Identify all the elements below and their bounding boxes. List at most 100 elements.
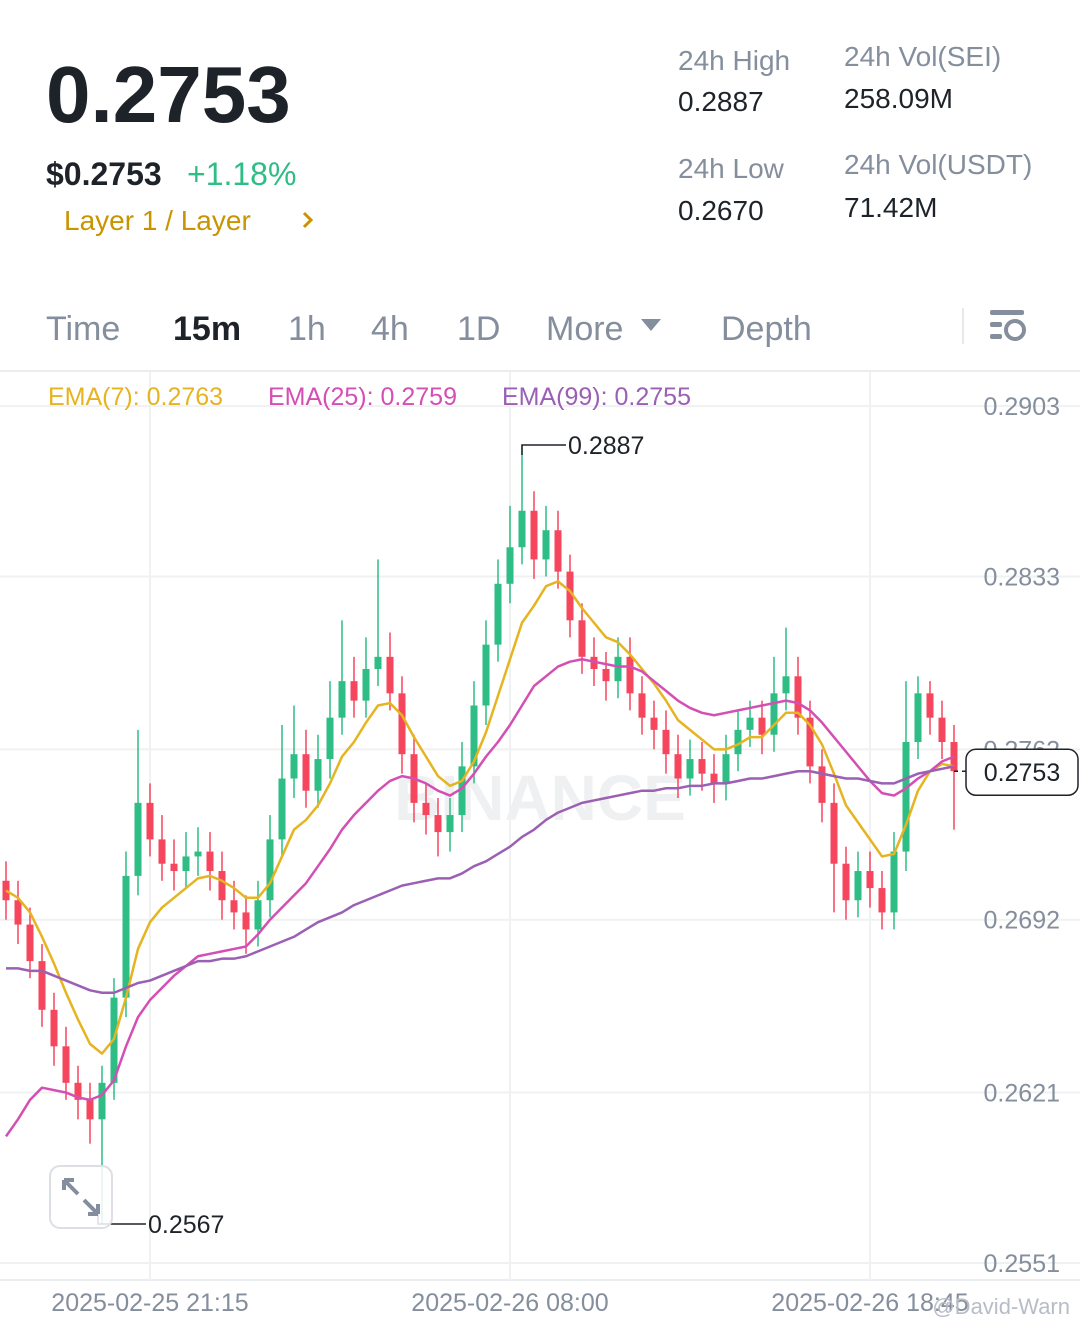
candle-body xyxy=(578,620,586,657)
candle-body xyxy=(338,681,346,718)
usd-price: $0.2753 xyxy=(46,156,162,192)
candle-body xyxy=(314,759,322,791)
last-price: 0.2753 xyxy=(46,50,291,139)
candle-body xyxy=(530,510,538,560)
candle-body xyxy=(122,875,130,998)
candle-body xyxy=(254,900,262,930)
candle-body xyxy=(374,656,382,669)
tab[interactable]: 1D xyxy=(457,310,500,348)
candle-body xyxy=(518,510,526,548)
grid xyxy=(0,372,1080,1280)
candle-body xyxy=(818,766,826,803)
candle-body xyxy=(62,1046,70,1083)
tabs: Time 15m 1h 4h 1D More Depth xyxy=(46,310,812,348)
candle-body xyxy=(98,1082,106,1120)
candle-body xyxy=(686,759,694,779)
candle-body xyxy=(794,676,802,718)
candle-body xyxy=(566,571,574,621)
candle-body xyxy=(434,815,442,833)
candle-body xyxy=(902,742,910,852)
tab[interactable]: 4h xyxy=(371,310,409,348)
y-tick-label: 0.2621 xyxy=(984,1080,1060,1108)
legend-entry: EMA(7): 0.2763 xyxy=(48,383,223,411)
candle-body xyxy=(710,773,718,784)
candle-body xyxy=(842,863,850,901)
candle-body xyxy=(890,851,898,913)
candle-body xyxy=(878,888,886,913)
candle-body xyxy=(230,900,238,913)
candle-body xyxy=(182,856,190,872)
candle-body xyxy=(638,693,646,718)
tab[interactable]: Time xyxy=(46,310,120,348)
ema-line xyxy=(5,580,955,1055)
candle-body xyxy=(134,802,142,876)
candle-body xyxy=(482,644,490,706)
candle-body xyxy=(86,1099,94,1120)
legend-entry: EMA(25): 0.2759 xyxy=(268,383,457,411)
tab[interactable]: More xyxy=(546,310,623,348)
max-marker xyxy=(521,444,566,456)
candle-body xyxy=(422,802,430,816)
min-label: 0.2567 xyxy=(148,1211,224,1239)
candle-body xyxy=(614,656,622,682)
y-tick-label: 0.2692 xyxy=(984,907,1060,935)
candle-body xyxy=(938,717,946,743)
candle-body xyxy=(74,1082,82,1100)
ema-line xyxy=(4,657,955,1138)
x-tick-label: 2025-02-26 18:45 xyxy=(771,1289,968,1317)
tab[interactable]: 1h xyxy=(288,310,326,348)
category-link[interactable]: Layer 1 / Layer xyxy=(64,205,251,236)
candle-body xyxy=(722,754,730,784)
candle-body xyxy=(146,802,154,840)
candle-body xyxy=(278,778,286,840)
candle-body xyxy=(626,656,634,694)
candle-body xyxy=(266,839,274,901)
candle-body xyxy=(302,754,310,791)
candle-body xyxy=(698,759,706,774)
last-price-label: 0.2753 xyxy=(984,759,1060,787)
candle-body xyxy=(158,839,166,864)
candle-body xyxy=(170,863,178,872)
candle-body xyxy=(26,924,34,962)
price-change: +1.18% xyxy=(187,156,296,192)
stat-value: 0.2670 xyxy=(678,195,764,226)
candle-body xyxy=(746,717,754,730)
y-tick-label: 0.2833 xyxy=(984,563,1060,591)
settings-icon[interactable] xyxy=(990,310,1026,341)
candle-body xyxy=(782,676,790,694)
chart: 2025-02-25 21:15 2025-02-26 08:00 2025-02-… xyxy=(0,372,1080,1317)
candle-body xyxy=(494,583,502,645)
tab[interactable]: Depth xyxy=(721,310,812,348)
x-tick-label: 2025-02-26 08:00 xyxy=(411,1289,608,1317)
candle-body xyxy=(470,705,478,767)
candle-body xyxy=(446,815,454,833)
candle-body xyxy=(734,729,742,755)
candle-body xyxy=(50,1009,58,1047)
legend-entry: EMA(99): 0.2755 xyxy=(502,383,691,411)
stat-value: 258.09M xyxy=(844,83,953,114)
candle-body xyxy=(386,656,394,694)
candle-body xyxy=(830,802,838,864)
candle-body xyxy=(758,717,766,735)
stat-value: 71.42M xyxy=(844,192,937,223)
candle-body xyxy=(38,961,46,1010)
last-price-badge xyxy=(965,748,1079,796)
max-label: 0.2887 xyxy=(568,432,644,460)
stat-label: 24h Low xyxy=(678,153,785,184)
expand-button[interactable] xyxy=(49,1165,113,1229)
watermark: BINANCE xyxy=(394,762,686,834)
candle-body xyxy=(866,871,874,889)
candle-body xyxy=(326,717,334,760)
chevron[interactable] xyxy=(302,211,314,229)
candle-body xyxy=(662,729,670,755)
stat-label: 24h High xyxy=(678,45,790,76)
candle-body xyxy=(458,766,466,816)
x-tick-label: 2025-02-25 21:15 xyxy=(51,1289,248,1317)
candle-body xyxy=(14,900,22,925)
tab-active[interactable]: 15m xyxy=(173,310,241,348)
dropdown-arrow[interactable] xyxy=(641,319,661,331)
stat-label: 24h Vol(USDT) xyxy=(844,149,1032,180)
